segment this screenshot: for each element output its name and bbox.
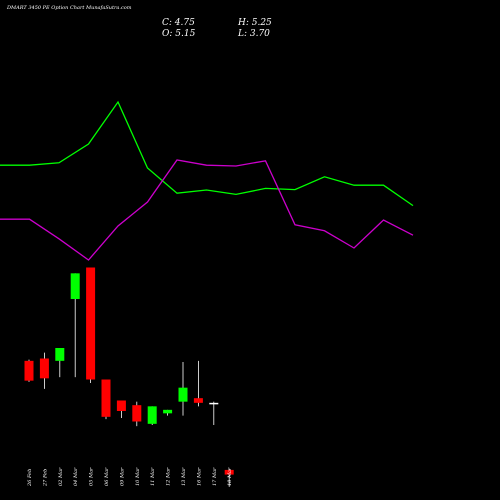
high-value: H: 5.25 xyxy=(237,18,272,28)
candle xyxy=(132,401,142,427)
candle xyxy=(70,273,80,378)
indicator-line xyxy=(0,100,414,207)
candle-body xyxy=(24,360,34,381)
candle xyxy=(101,379,111,420)
x-tick-label: 27 Feb xyxy=(42,469,48,487)
x-tick-label: 10 Mar xyxy=(135,467,141,486)
x-tick-label: 05 Mar xyxy=(89,467,95,486)
candle-body xyxy=(70,273,80,299)
open-value: O: 5.15 xyxy=(162,29,196,39)
x-tick-label: 18 Mar xyxy=(227,467,233,486)
candle xyxy=(86,267,96,383)
candle-body xyxy=(224,469,234,475)
candle-body xyxy=(116,400,126,411)
x-tick-label: 04 Mar xyxy=(73,467,79,486)
candle xyxy=(24,359,34,382)
candle-body xyxy=(101,379,111,417)
x-tick-label: 09 Mar xyxy=(119,467,125,486)
low-value: L: 3.70 xyxy=(237,29,270,39)
candle-body xyxy=(163,409,173,414)
candle-body xyxy=(132,405,142,422)
candle xyxy=(39,352,49,389)
candle-body xyxy=(55,348,65,361)
candle xyxy=(209,401,219,425)
close-value: C: 4.75 xyxy=(162,18,195,28)
x-tick-label: 26 Feb xyxy=(27,469,33,487)
candle xyxy=(193,360,203,407)
indicator-line xyxy=(0,159,414,261)
candle-body xyxy=(209,402,219,405)
candle xyxy=(178,362,188,416)
candle xyxy=(116,400,126,418)
candle-body xyxy=(39,358,49,379)
candle-body xyxy=(147,406,157,424)
candle-body xyxy=(86,267,96,380)
candle-body xyxy=(178,387,188,402)
x-axis-ticks: 26 Feb 27 Feb 02 Mar 04 Mar 05 Mar 06 Mar 09 M… xyxy=(27,467,233,487)
x-tick-label: 06 Mar xyxy=(104,467,110,486)
candle-body xyxy=(193,398,203,403)
chart-title: DMART 3450 PE Option Chart MunafaSutra.c… xyxy=(6,5,132,11)
x-tick-label: 02 Mar xyxy=(58,467,64,486)
candle xyxy=(147,406,157,425)
candle xyxy=(55,348,65,378)
x-tick-label: 13 Mar xyxy=(181,467,187,486)
candle xyxy=(163,409,173,416)
indicator-lines xyxy=(0,100,414,261)
candle xyxy=(224,468,234,487)
x-tick-label: 16 Mar xyxy=(196,467,202,486)
candles xyxy=(24,267,234,487)
x-tick-label: 11 Mar xyxy=(150,467,156,486)
x-tick-label: 12 Mar xyxy=(166,467,172,486)
x-tick-label: 17 Mar xyxy=(212,467,218,486)
